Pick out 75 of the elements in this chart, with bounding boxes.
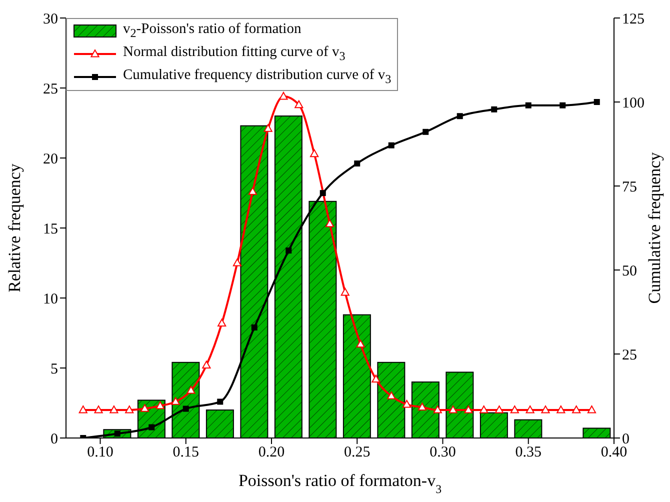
- point: [294, 100, 304, 108]
- y-tick-label: 30: [43, 11, 58, 28]
- y-axis-title: Relative frequency: [5, 163, 24, 292]
- point: [402, 400, 412, 408]
- point: [114, 430, 120, 437]
- point: [456, 113, 463, 120]
- point: [156, 401, 164, 410]
- point: [525, 102, 532, 108]
- point: [354, 160, 360, 166]
- point: [510, 406, 519, 414]
- x-axis-title: Poisson's ratio of formaton-v$_{3}$: [238, 471, 442, 496]
- point: [541, 406, 550, 414]
- y-tick-label: 10: [43, 291, 58, 308]
- point: [560, 102, 566, 108]
- point: [464, 406, 473, 414]
- y-tick-label: 5: [50, 361, 58, 378]
- point: [494, 406, 504, 414]
- point: [491, 106, 498, 112]
- y-tick-label: 0: [50, 431, 58, 448]
- point: [186, 386, 196, 394]
- point: [251, 324, 258, 330]
- x-tick-label: 0.30: [430, 444, 456, 461]
- point: [232, 258, 242, 266]
- point: [217, 398, 224, 405]
- x-tick-label: 0.20: [258, 444, 285, 461]
- y2-tick-label: 100: [622, 95, 644, 112]
- point: [320, 190, 326, 196]
- x-tick-label: 0.40: [600, 444, 628, 461]
- point: [310, 149, 319, 158]
- point: [594, 99, 600, 105]
- y2-tick-label: 25: [622, 347, 637, 364]
- y-tick-label: 25: [43, 81, 58, 98]
- y-tick-label: 20: [43, 151, 58, 168]
- legend-label: Normal distribution fitting curve of v$_{3}$: [123, 42, 346, 65]
- point: [286, 248, 292, 254]
- x-tick-label: 0.35: [515, 444, 542, 461]
- legend-label: v$_{2}$-Poisson's ratio of formation: [123, 20, 302, 42]
- point: [171, 397, 180, 405]
- point: [526, 406, 534, 414]
- point: [325, 219, 334, 228]
- point: [110, 406, 118, 414]
- point: [356, 340, 365, 348]
- y2-tick-label: 50: [622, 263, 637, 280]
- point: [148, 424, 155, 430]
- point: [448, 406, 458, 414]
- point: [125, 406, 134, 414]
- point: [556, 406, 566, 414]
- point: [279, 92, 288, 100]
- point: [480, 406, 488, 414]
- legend-label: Cumulative frequency distribution curve of v$_{3}$: [123, 66, 392, 88]
- point: [387, 392, 396, 400]
- point: [218, 318, 226, 326]
- y2-tick-label: 0: [622, 431, 630, 448]
- point: [418, 402, 426, 410]
- point: [248, 187, 257, 195]
- point: [372, 374, 380, 382]
- point: [140, 404, 150, 412]
- x-tick-label: 0.15: [172, 444, 199, 461]
- point: [78, 406, 88, 414]
- y2-axis-title: Cumulative frequency: [645, 152, 664, 304]
- y-tick-label: 15: [43, 221, 58, 238]
- x-tick-label: 0.25: [344, 444, 370, 461]
- point: [182, 406, 189, 412]
- point: [388, 142, 394, 148]
- point: [264, 124, 272, 132]
- y2-tick-label: 125: [622, 11, 644, 28]
- x-tick-label: 0.10: [87, 444, 114, 461]
- point: [587, 406, 596, 414]
- point: [422, 128, 429, 135]
- point: [572, 406, 581, 414]
- point: [340, 288, 350, 296]
- point: [202, 360, 211, 368]
- point: [94, 406, 103, 414]
- point: [433, 406, 442, 414]
- y2-tick-label: 75: [622, 179, 637, 196]
